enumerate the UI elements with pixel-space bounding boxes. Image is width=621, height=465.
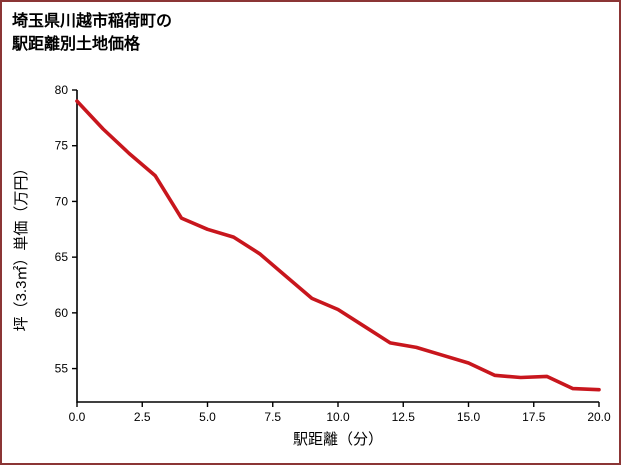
price-line xyxy=(75,99,601,392)
chart-title-line1: 埼玉県川越市稲荷町の xyxy=(12,13,173,30)
y-tick-label: 70 xyxy=(55,194,69,208)
x-tick-label: 12.5 xyxy=(392,410,416,424)
x-tick-label: 7.5 xyxy=(264,410,281,424)
y-tick-label: 80 xyxy=(55,83,69,97)
y-axis-label: 坪（3.3㎡）単価（万円） xyxy=(13,161,30,332)
x-tick-label: 2.5 xyxy=(134,410,151,424)
x-tick-label: 10.0 xyxy=(326,410,350,424)
x-tick-label: 15.0 xyxy=(457,410,481,424)
chart-title: 埼玉県川越市稲荷町の 駅距離別土地価格 xyxy=(12,10,172,56)
x-tick-label: 20.0 xyxy=(587,410,611,424)
y-tick-label: 55 xyxy=(55,362,69,376)
y-tick-label: 75 xyxy=(55,139,69,153)
y-tick-label: 60 xyxy=(55,306,69,320)
chart-title-line2: 駅距離別土地価格 xyxy=(12,36,141,53)
x-axis-label: 駅距離（分） xyxy=(293,430,383,448)
axis-spines xyxy=(76,90,599,403)
x-tick-label: 5.0 xyxy=(199,410,216,424)
y-tick-label: 65 xyxy=(55,250,69,264)
x-tick-label: 0.0 xyxy=(69,410,86,424)
x-tick-label: 17.5 xyxy=(522,410,546,424)
